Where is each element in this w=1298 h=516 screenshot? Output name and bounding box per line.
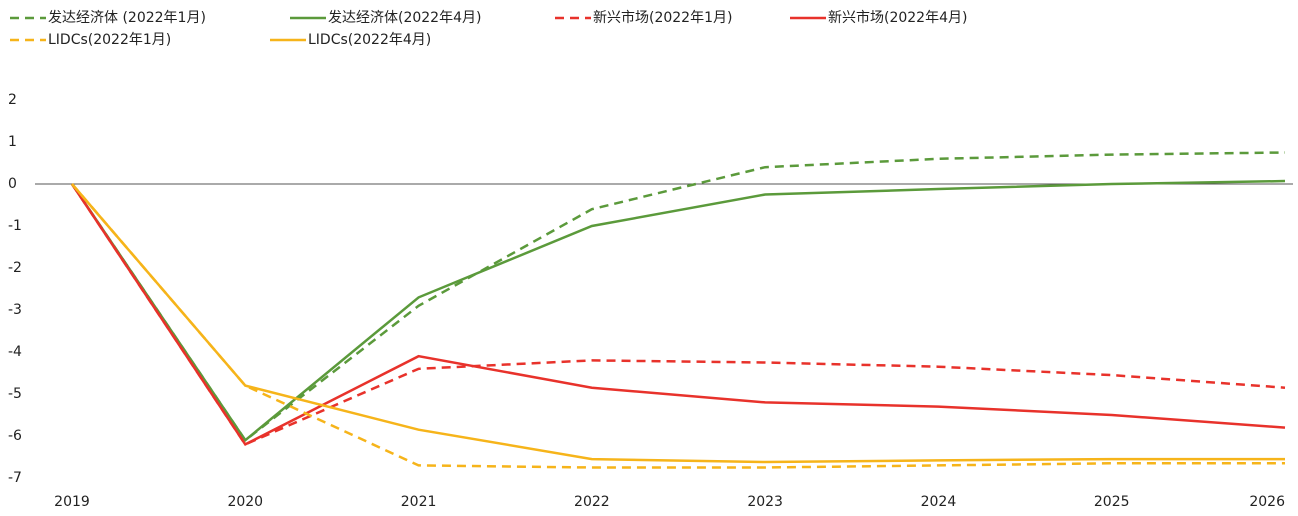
series-line	[70, 183, 1286, 447]
series-line	[70, 179, 1286, 443]
y-tick-label: -2	[8, 260, 22, 276]
series-line	[70, 183, 1286, 446]
y-tick-label: -7	[8, 470, 22, 486]
x-tick-label: 2026	[1249, 494, 1285, 510]
x-tick-label: 2025	[1094, 494, 1130, 510]
x-tick-label: 2019	[54, 494, 90, 510]
y-tick-label: -1	[8, 218, 22, 234]
legend-label: 新兴市场(2022年1月)	[593, 9, 732, 26]
y-tick-label: -5	[8, 386, 22, 402]
y-tick-label: 2	[8, 92, 17, 108]
legend-label: LIDCs(2022年1月)	[48, 32, 171, 48]
legend-label: 发达经济体 (2022年1月)	[48, 10, 206, 26]
y-tick-label: -6	[8, 428, 22, 444]
x-tick-label: 2023	[747, 494, 783, 510]
series-line	[70, 151, 1286, 443]
y-tick-label: 0	[8, 176, 17, 192]
x-tick-label: 2020	[227, 494, 263, 510]
legend-label: 新兴市场(2022年4月)	[828, 9, 967, 26]
legend-label: 发达经济体(2022年4月)	[328, 10, 481, 26]
legend-label: LIDCs(2022年4月)	[308, 32, 431, 48]
x-tick-label: 2022	[574, 494, 610, 510]
x-tick-label: 2021	[401, 494, 437, 510]
series-line	[71, 183, 1285, 469]
x-tick-label: 2024	[921, 494, 957, 510]
y-tick-label: 1	[8, 134, 17, 150]
y-tick-label: -3	[8, 302, 22, 318]
series-line	[71, 183, 1285, 464]
y-tick-label: -4	[8, 344, 22, 360]
